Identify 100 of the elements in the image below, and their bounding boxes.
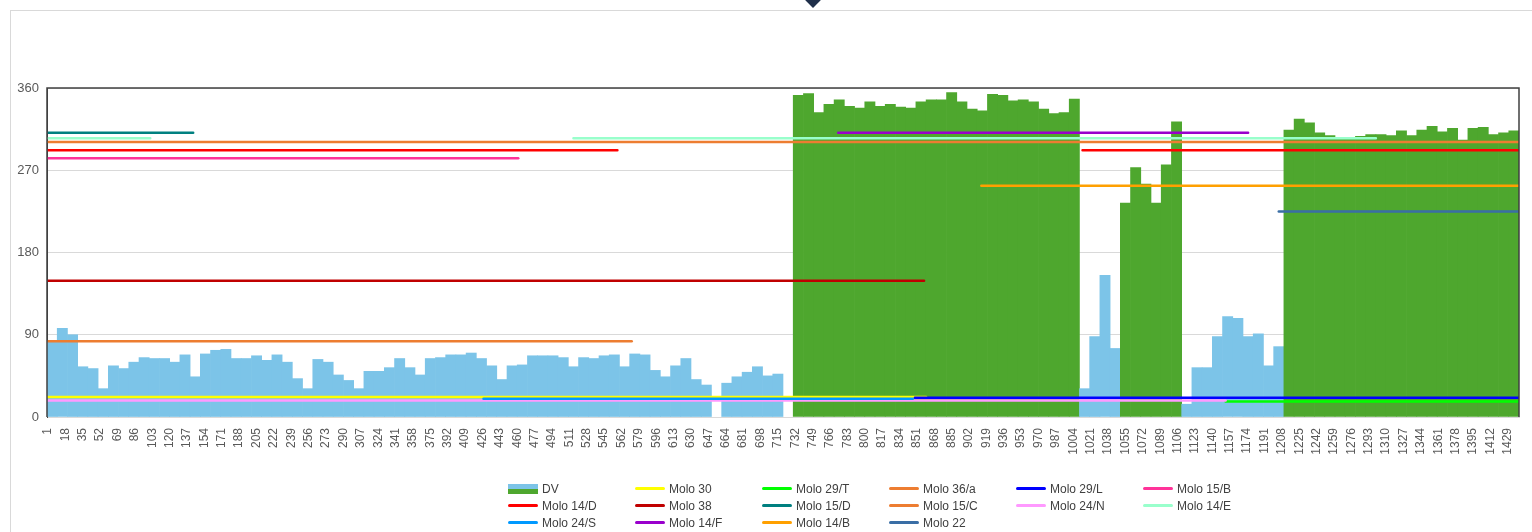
x-tick-label: 868 xyxy=(926,427,941,449)
x-tick-label: 256 xyxy=(301,427,315,449)
x-tick-label: 358 xyxy=(405,427,420,449)
x-tick-label: 222 xyxy=(266,427,281,449)
x-tick-label: 273 xyxy=(318,427,333,449)
legend-label: Molo 14/D xyxy=(542,498,597,513)
x-tick-label: 953 xyxy=(1013,427,1028,449)
x-tick-label: 987 xyxy=(1048,427,1063,449)
x-tick-label: 647 xyxy=(700,427,715,449)
x-tick-label: 18 xyxy=(57,427,72,442)
x-tick-label: 171 xyxy=(214,427,229,449)
y-tick-label: 270 xyxy=(17,161,39,177)
x-tick-label: 1021 xyxy=(1083,427,1097,455)
x-tick-label: 681 xyxy=(735,427,750,449)
y-tick-label: 360 xyxy=(17,79,39,95)
x-tick-label: 341 xyxy=(387,427,402,449)
x-tick-label: 1191 xyxy=(1256,427,1271,454)
x-tick-label: 154 xyxy=(196,427,211,449)
x-tick-label: 1106 xyxy=(1169,427,1184,454)
x-tick-label: 494 xyxy=(544,427,559,449)
legend-label: Molo 15/C xyxy=(923,498,978,513)
legend-label: Molo 38 xyxy=(669,498,712,513)
legend-label: Molo 36/a xyxy=(923,481,976,496)
x-tick-label: 1055 xyxy=(1117,427,1132,455)
x-tick-label: 749 xyxy=(804,427,819,449)
x-tick-label: 511 xyxy=(561,427,576,448)
legend-label: Molo 29/L xyxy=(1050,481,1103,496)
x-tick-label: 1038 xyxy=(1100,427,1115,455)
x-tick-label: 596 xyxy=(648,427,663,449)
x-tick-label: 443 xyxy=(492,427,507,449)
x-tick-label: 1123 xyxy=(1187,427,1202,454)
legend-label: Molo 15/B xyxy=(1177,481,1232,496)
x-tick-label: 1378 xyxy=(1447,427,1462,455)
x-tick-label: 545 xyxy=(596,427,611,449)
legend-label: Molo 14/B xyxy=(796,515,851,530)
y-tick-label: 180 xyxy=(17,244,39,260)
x-tick-label: 664 xyxy=(718,427,733,449)
x-tick-label: 1344 xyxy=(1413,427,1428,455)
x-tick-label: 732 xyxy=(787,427,802,449)
x-tick-label: 460 xyxy=(509,427,524,449)
x-tick-label: 579 xyxy=(631,427,646,449)
x-tick-label: 1412 xyxy=(1482,427,1497,455)
x-tick-label: 766 xyxy=(822,427,837,449)
x-tick-label: 1327 xyxy=(1395,427,1410,455)
x-tick-label: 698 xyxy=(752,427,767,449)
x-tick-label: 477 xyxy=(526,427,541,449)
x-tick-label: 817 xyxy=(874,427,889,449)
x-tick-label: 562 xyxy=(613,427,628,449)
x-tick-label: 120 xyxy=(161,427,176,449)
x-tick-label: 1310 xyxy=(1378,427,1393,455)
x-tick-label: 970 xyxy=(1030,427,1045,449)
x-tick-label: 1140 xyxy=(1204,427,1219,454)
legend-label: Molo 29/T xyxy=(796,481,850,496)
x-tick-label: 1004 xyxy=(1065,427,1080,455)
x-tick-label: 324 xyxy=(370,427,385,449)
x-tick-label: 409 xyxy=(457,427,472,449)
x-tick-label: 239 xyxy=(283,427,298,449)
x-tick-label: 1276 xyxy=(1343,427,1358,455)
x-tick-label: 35 xyxy=(75,427,90,442)
x-tick-label: 375 xyxy=(422,427,437,449)
x-tick-label: 1157 xyxy=(1222,427,1237,454)
x-tick-label: 69 xyxy=(109,427,124,442)
legend-label: Molo 14/F xyxy=(669,515,723,530)
x-tick-label: 86 xyxy=(127,427,142,442)
x-tick-label: 1089 xyxy=(1152,427,1167,455)
x-tick-label: 103 xyxy=(144,427,159,449)
x-tick-label: 630 xyxy=(683,427,698,449)
x-tick-label: 1293 xyxy=(1361,427,1376,455)
y-tick-label: 90 xyxy=(24,326,39,342)
x-tick-label: 1259 xyxy=(1326,427,1341,455)
legend-label: Molo 24/S xyxy=(542,515,597,530)
y-tick-label: 0 xyxy=(31,408,39,424)
x-tick-label: 1174 xyxy=(1239,427,1254,454)
x-tick-label: 851 xyxy=(909,427,924,449)
x-tick-label: 392 xyxy=(440,427,455,449)
x-tick-label: 800 xyxy=(857,427,872,449)
x-tick-label: 902 xyxy=(961,427,976,449)
x-tick-label: 1242 xyxy=(1308,427,1323,455)
x-tick-label: 936 xyxy=(996,427,1011,449)
x-tick-label: 1429 xyxy=(1500,427,1515,455)
x-tick-label: 1361 xyxy=(1430,427,1445,455)
x-tick-label: 885 xyxy=(943,427,958,449)
legend-label: Molo 15/D xyxy=(796,498,851,513)
x-tick-label: 613 xyxy=(665,427,680,449)
x-tick-label: 1225 xyxy=(1291,427,1306,455)
x-tick-label: 426 xyxy=(474,427,489,449)
x-tick-label: 1072 xyxy=(1135,427,1150,455)
legend-label: DV xyxy=(542,481,559,496)
x-tick-label: 290 xyxy=(335,427,350,449)
x-tick-label: 1 xyxy=(40,427,55,435)
legend-label: Molo 24/N xyxy=(1050,498,1105,513)
x-tick-label: 1208 xyxy=(1274,427,1289,455)
x-tick-label: 783 xyxy=(839,427,854,449)
x-tick-label: 1395 xyxy=(1465,427,1480,455)
legend-label: Molo 14/E xyxy=(1177,498,1232,513)
x-tick-label: 52 xyxy=(92,427,107,442)
x-tick-label: 715 xyxy=(770,427,785,449)
legend-label: Molo 30 xyxy=(669,481,712,496)
x-tick-label: 137 xyxy=(179,427,194,449)
x-tick-label: 834 xyxy=(891,427,906,449)
